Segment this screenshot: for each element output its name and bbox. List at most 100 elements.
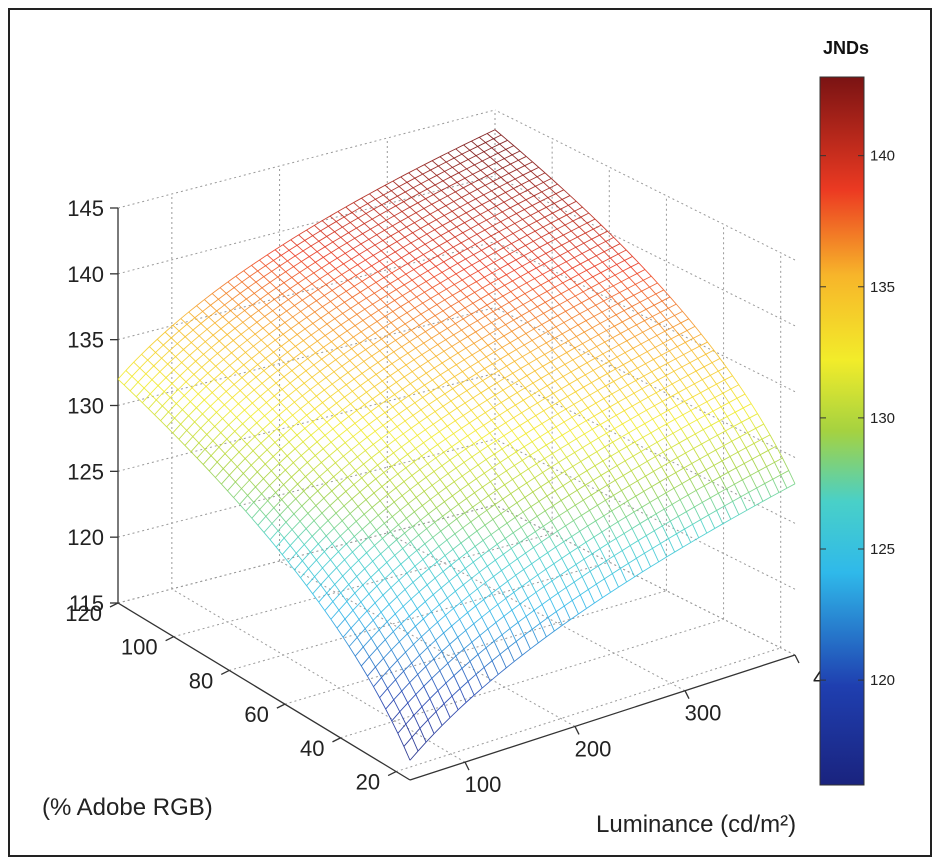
surface-segment (161, 350, 170, 359)
surface-segment (225, 391, 233, 398)
surface-segment (655, 451, 664, 458)
surface-segment (428, 507, 437, 515)
surface-segment (621, 376, 629, 386)
surface-segment (329, 211, 339, 217)
surface-segment (648, 441, 658, 448)
surface-segment (430, 546, 440, 554)
surface-segment (186, 430, 194, 437)
surface-segment (343, 498, 353, 507)
surface-segment (343, 212, 353, 218)
surface-segment (622, 418, 631, 425)
surface-segment (291, 469, 300, 478)
surface-segment (756, 483, 765, 489)
surface-segment (506, 223, 515, 228)
surface-segment (316, 551, 325, 561)
surface-segment (621, 372, 630, 378)
surface-segment (527, 321, 535, 330)
surface-segment (387, 256, 394, 263)
surface-segment (641, 290, 649, 299)
surface-segment (510, 291, 518, 299)
surface-segment (572, 461, 582, 467)
surface-segment (502, 207, 511, 213)
surface-segment (394, 295, 403, 301)
surface-segment (526, 536, 534, 548)
colorbar-gradient (819, 76, 865, 786)
surface-segment (449, 267, 457, 275)
surface-segment (592, 370, 600, 379)
surface-segment (344, 551, 353, 561)
surface-segment (362, 584, 370, 595)
surface-segment (436, 215, 445, 221)
surface-segment (605, 381, 614, 387)
surface-segment (711, 481, 719, 494)
surface-segment (347, 470, 356, 478)
surface-segment (370, 569, 380, 578)
surface-segment (382, 327, 390, 335)
surface-segment (410, 541, 418, 551)
surface-segment (436, 561, 444, 572)
surface-segment (561, 199, 569, 206)
surface-segment (346, 330, 354, 338)
surface-segment (379, 697, 387, 710)
surface-segment (504, 233, 514, 239)
surface-segment (316, 434, 326, 443)
surface-segment (411, 737, 419, 752)
y-tick-mark (220, 669, 230, 676)
surface-segment (362, 637, 372, 648)
surface-segment (329, 215, 337, 222)
surface-segment (421, 449, 430, 457)
surface-segment (305, 272, 314, 279)
surface-segment (581, 515, 589, 527)
surface-segment (561, 333, 569, 342)
surface-segment (363, 463, 371, 472)
surface-segment (514, 223, 522, 230)
surface-segment (435, 632, 444, 641)
surface-segment (342, 636, 350, 647)
surface-segment (360, 238, 370, 245)
surface-segment (374, 244, 382, 252)
surface-segment (653, 300, 663, 306)
surface-segment (188, 407, 197, 417)
surface-segment (500, 173, 510, 178)
surface-segment (573, 404, 581, 413)
surface-segment (321, 215, 331, 222)
surface-segment (636, 269, 646, 274)
surface-segment (622, 270, 630, 278)
surface-segment (451, 625, 459, 638)
tick-labels: 1151201251301351401452040608010012010020… (65, 196, 825, 797)
surface-segment (716, 383, 724, 394)
surface-segment (429, 444, 438, 451)
surface-segment (447, 590, 456, 599)
surface-segment (583, 558, 591, 572)
surface-segment (515, 634, 525, 642)
surface-segment (766, 466, 774, 480)
surface-segment (662, 451, 670, 463)
surface-segment (644, 423, 652, 434)
surface-segment (593, 316, 601, 324)
surface-segment (647, 456, 656, 462)
surface-segment (520, 526, 528, 538)
surface-segment (499, 647, 509, 655)
surface-segment (685, 337, 694, 343)
surface-segment (337, 491, 347, 499)
surface-segment (440, 235, 448, 242)
surface-segment (409, 336, 418, 343)
surface-segment (456, 312, 464, 320)
surface-segment (484, 272, 493, 278)
surface-segment (295, 293, 303, 301)
surface-segment (499, 268, 507, 276)
surface-segment (273, 395, 281, 403)
surface-segment (242, 423, 250, 431)
surface-segment (201, 359, 210, 368)
surface-segment (379, 260, 386, 268)
surface-segment (679, 379, 687, 389)
surface-segment (281, 491, 290, 500)
surface-segment (581, 509, 590, 516)
surface-segment (495, 340, 503, 348)
surface-segment (417, 674, 425, 687)
surface-segment (489, 196, 498, 201)
surface-segment (356, 313, 364, 321)
surface-segment (446, 284, 455, 290)
surface-segment (320, 584, 328, 594)
surface-segment (319, 527, 327, 537)
